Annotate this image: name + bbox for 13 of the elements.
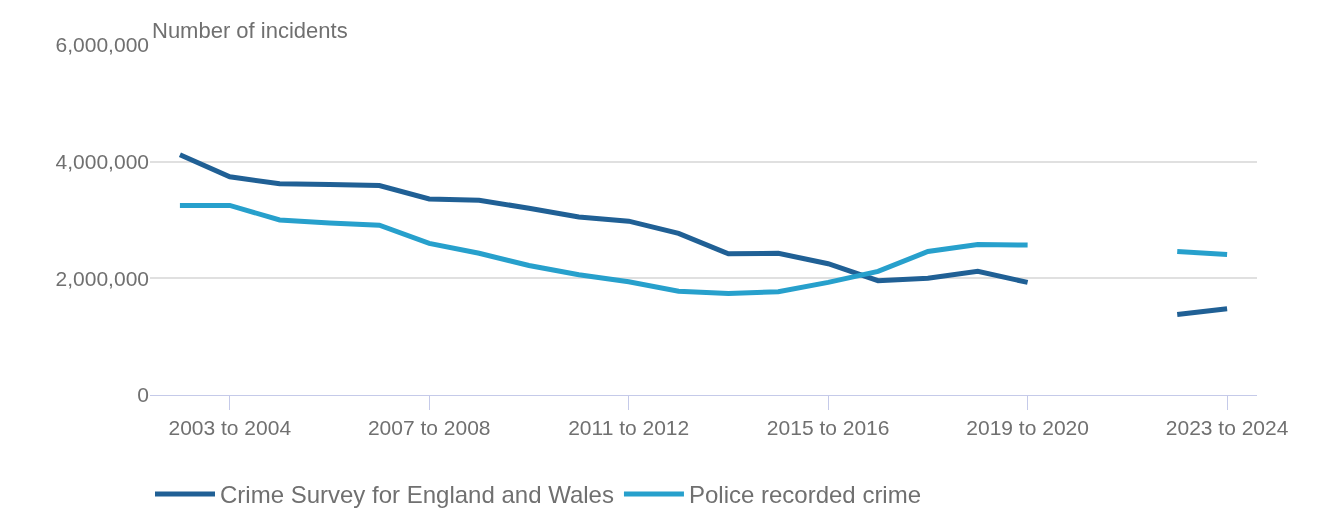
y-axis-title: Number of incidents (152, 18, 348, 43)
legend-label: Crime Survey for England and Wales (220, 481, 614, 509)
x-tick-label: 2019 to 2020 (966, 416, 1089, 440)
y-tick-label: 6,000,000 (55, 33, 149, 57)
y-tick-label: 2,000,000 (55, 266, 149, 290)
y-tick-label: 0 (137, 383, 149, 407)
y-tick-label: 4,000,000 (55, 150, 149, 174)
x-tick-label: 2003 to 2004 (168, 416, 292, 440)
x-tick-label: 2015 to 2016 (766, 416, 890, 440)
legend-label: Police recorded crime (688, 481, 922, 509)
x-tick-label: 2023 to 2024 (1165, 416, 1289, 440)
x-tick-label: 2011 to 2012 (568, 416, 690, 440)
x-tick-label: 2007 to 2008 (367, 416, 491, 440)
